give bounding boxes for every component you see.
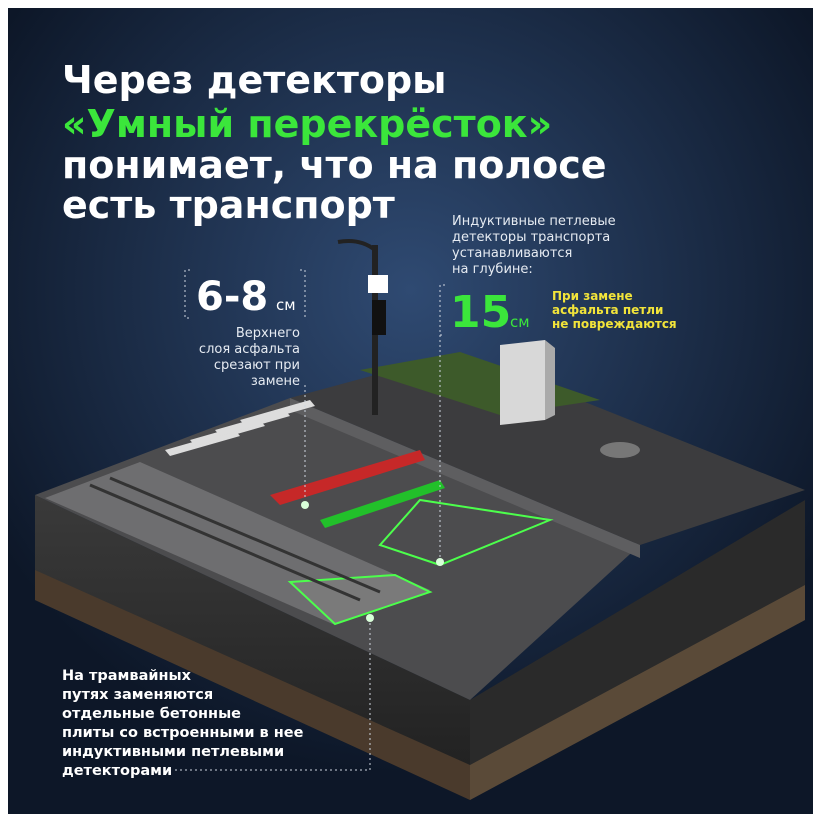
callout-text: на глубине: — [452, 262, 533, 277]
detector-dots — [301, 501, 444, 622]
note-text: не повреждаются — [552, 317, 677, 331]
callout-lines — [175, 269, 445, 771]
depth-value: 15 — [450, 287, 511, 338]
callout-text: Верхнего — [236, 326, 300, 341]
callout-text: плиты со встроенными в нее — [62, 725, 304, 741]
depth-unit: см — [510, 313, 530, 331]
callout-text: срезают при — [214, 358, 300, 373]
callout-text: детекторы транспорта — [452, 230, 610, 245]
road-scene — [35, 239, 805, 800]
depth-value: 6-8 — [196, 274, 268, 320]
callout-text: слоя асфальта — [199, 342, 300, 357]
title-line: Через детекторы — [62, 58, 447, 102]
callout-text: устанавливаются — [452, 246, 572, 261]
callout-text: На трамвайных — [62, 668, 192, 684]
depth-unit: см — [276, 296, 296, 314]
callout-text: Индуктивные петлевые — [452, 214, 616, 229]
callout-text: замене — [251, 374, 300, 389]
title-line: понимает, что на полосе — [62, 143, 607, 187]
note-text: асфальта петли — [552, 303, 663, 317]
title-line: «Умный перекрёсток» — [62, 102, 552, 146]
title-line: есть транспорт — [62, 183, 395, 227]
callout-text: индуктивными петлевыми — [62, 744, 284, 760]
callout-text: детекторами — [62, 763, 172, 779]
note-text: При замене — [552, 289, 633, 303]
callout-text: путях заменяются — [62, 687, 213, 703]
callout-text: отдельные бетонные — [62, 706, 241, 722]
